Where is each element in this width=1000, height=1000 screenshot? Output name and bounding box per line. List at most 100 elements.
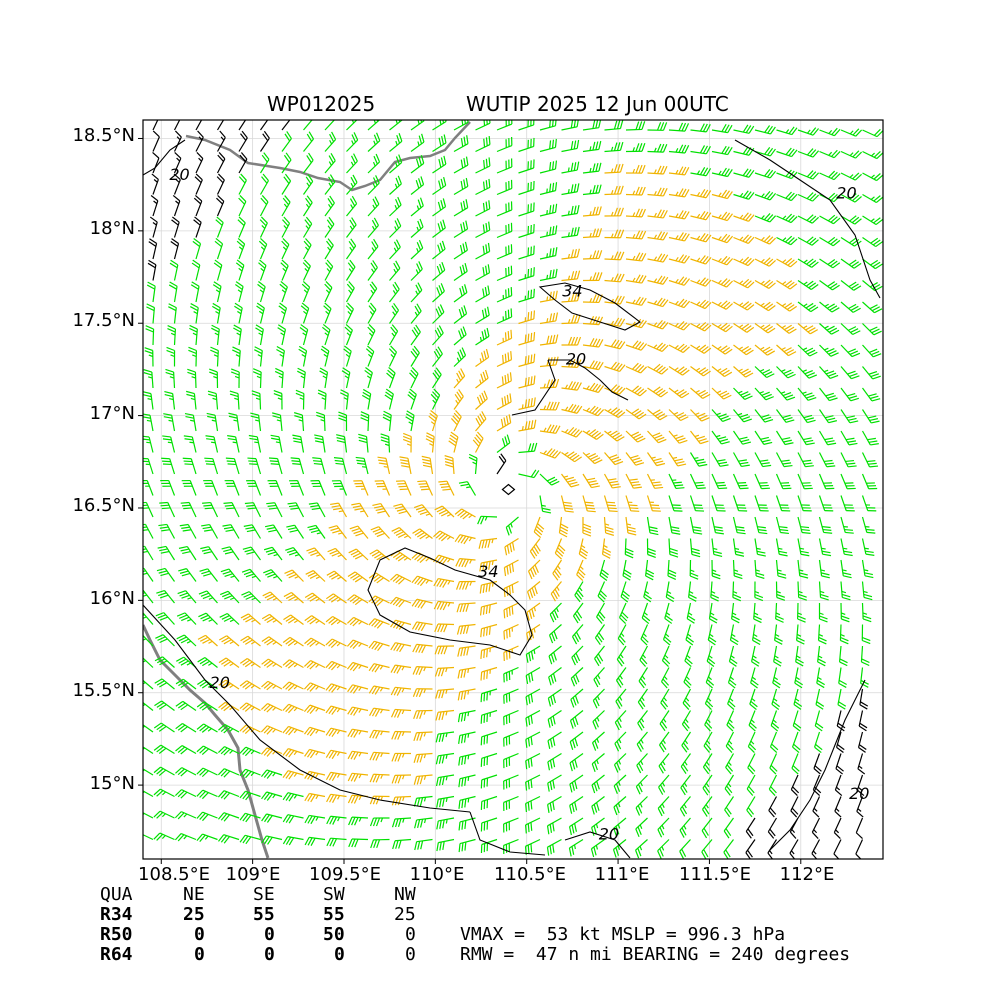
- barb-feather: [830, 238, 838, 245]
- barb-feather: [659, 122, 665, 131]
- barb-feather: [552, 356, 556, 366]
- barb-feather-half: [546, 274, 549, 280]
- barb-feather-half: [456, 357, 460, 362]
- barb-feather: [292, 463, 301, 465]
- barb-feather: [485, 222, 488, 232]
- barb-feather: [829, 260, 838, 267]
- barb-feather: [396, 218, 402, 227]
- barb-feather: [215, 219, 223, 226]
- wind-barb: [496, 329, 513, 346]
- barb-feather-half: [303, 289, 308, 294]
- barb-feather: [831, 149, 838, 157]
- barb-feather: [662, 144, 668, 153]
- barb-feather: [416, 242, 422, 251]
- barb-feather: [255, 327, 264, 333]
- barb-feather: [159, 501, 168, 504]
- barb-feather: [291, 460, 301, 463]
- barb-feather: [313, 460, 322, 463]
- barb-feather: [786, 326, 795, 333]
- wind-barb: [320, 345, 330, 367]
- wind-barb: [189, 324, 198, 346]
- barb-feather: [440, 283, 445, 292]
- wind-barb: [410, 345, 420, 367]
- wind-barb: [432, 198, 447, 217]
- barb-feather: [257, 283, 265, 291]
- wind-barb: [432, 240, 446, 260]
- wind-barb: [259, 152, 270, 174]
- barb-feather: [570, 359, 576, 368]
- barb-feather: [873, 195, 881, 202]
- barb-feather: [595, 316, 601, 325]
- wind-barb: [410, 239, 424, 260]
- barb-feather: [826, 325, 835, 331]
- wind-barb: [582, 228, 603, 239]
- barb-feather: [866, 460, 876, 463]
- barb-feather: [508, 585, 511, 595]
- wind-barb: [711, 167, 733, 178]
- barb-feather: [848, 259, 857, 266]
- barb-feather: [344, 345, 352, 352]
- wind-barb: [604, 361, 626, 372]
- barb-feather-half: [610, 255, 614, 260]
- wind-barb: [324, 259, 334, 281]
- barb-feather: [240, 173, 247, 181]
- barb-feather: [191, 262, 200, 269]
- barb-feather-half: [466, 486, 471, 489]
- wind-barb: [539, 334, 559, 346]
- barb-feather: [440, 157, 444, 166]
- barb-feather: [372, 260, 378, 268]
- wind-barb: [410, 218, 424, 238]
- barb-feather: [638, 230, 644, 239]
- barb-feather-half: [254, 441, 259, 444]
- barb-feather: [551, 161, 555, 170]
- barb-feather: [435, 348, 442, 357]
- barb-feather-half: [799, 547, 805, 550]
- wind-barb: [797, 170, 820, 180]
- barb-feather: [726, 191, 733, 199]
- barb-feather: [850, 283, 859, 289]
- barb-feather-half: [371, 268, 375, 273]
- barb-feather: [483, 138, 486, 148]
- barb-feather: [592, 185, 596, 194]
- wind-barb: [604, 207, 624, 217]
- wind-barb: [171, 216, 180, 238]
- wind-barb: [215, 216, 224, 238]
- barb-feather: [533, 353, 536, 363]
- wind-barb: [346, 111, 358, 131]
- wind-barb: [733, 124, 755, 134]
- barb-feather: [549, 140, 552, 150]
- barb-feather: [392, 284, 398, 293]
- barb-feather: [616, 185, 621, 195]
- barb-feather: [355, 111, 358, 119]
- barb-feather: [576, 336, 582, 346]
- barb-feather: [845, 531, 854, 534]
- barb-feather: [656, 231, 663, 240]
- barb-feather-half: [696, 170, 701, 175]
- wind-barb: [668, 321, 691, 331]
- wind-barb: [862, 172, 883, 182]
- wind-barb: [690, 321, 712, 332]
- barb-feather: [783, 347, 792, 353]
- wind-barb: [690, 255, 712, 265]
- barb-feather: [595, 184, 599, 194]
- barb-feather: [325, 262, 332, 270]
- barb-feather: [507, 331, 510, 340]
- barb-feather: [549, 205, 552, 214]
- barb-feather: [873, 330, 882, 336]
- wind-barb: [733, 344, 754, 356]
- wind-barb: [797, 192, 820, 202]
- barb-feather: [393, 262, 399, 271]
- barb-feather: [370, 302, 377, 310]
- barb-feather: [720, 278, 728, 286]
- barb-feather: [585, 504, 595, 507]
- barb-feather: [506, 587, 509, 596]
- barb-feather: [460, 138, 464, 147]
- barb-feather: [415, 324, 421, 333]
- barb-feather: [833, 195, 841, 203]
- barb-feather: [658, 343, 666, 351]
- barb-feather: [437, 306, 443, 315]
- barb-feather: [635, 208, 640, 217]
- wind-barb: [754, 169, 777, 179]
- barb-feather: [852, 194, 860, 202]
- wind-barb: [322, 323, 331, 346]
